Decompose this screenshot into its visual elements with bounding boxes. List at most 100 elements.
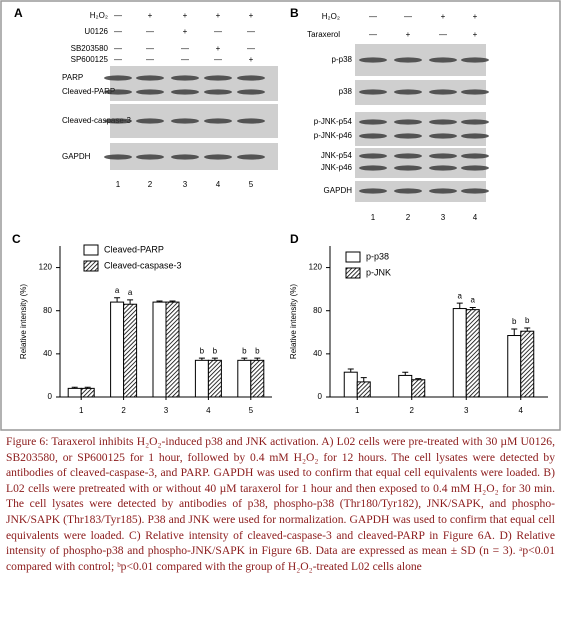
error-bar bbox=[402, 371, 409, 376]
y-tick-label: 120 bbox=[39, 263, 53, 272]
band bbox=[461, 153, 489, 159]
band bbox=[171, 75, 199, 81]
blot-image bbox=[110, 66, 278, 101]
treatment-mark: + bbox=[183, 11, 188, 20]
y-tick-label: 120 bbox=[309, 263, 323, 272]
bar bbox=[237, 359, 252, 398]
band bbox=[104, 118, 132, 124]
treatment-mark: — bbox=[114, 27, 122, 36]
band-label: p-p38 bbox=[332, 55, 353, 64]
legend-label: Cleaved-caspase-3 bbox=[104, 260, 182, 270]
treatment-label: H₂O₂ bbox=[90, 11, 108, 20]
bar bbox=[110, 301, 125, 398]
significance-label: a bbox=[458, 291, 463, 300]
band-label: Cleaved-caspase-3 bbox=[62, 116, 131, 125]
significance-label: b bbox=[242, 346, 247, 355]
blot-image bbox=[355, 148, 486, 178]
bar bbox=[80, 387, 95, 398]
bar bbox=[398, 374, 413, 398]
legend-swatch bbox=[345, 251, 361, 263]
error-bar bbox=[84, 386, 91, 389]
band bbox=[461, 133, 489, 139]
significance-label: b bbox=[525, 316, 530, 325]
band bbox=[394, 133, 422, 139]
x-tick-label: 1 bbox=[355, 406, 360, 415]
lane-label: 5 bbox=[249, 180, 254, 189]
treatment-mark: — bbox=[247, 44, 255, 53]
band bbox=[461, 89, 489, 95]
lane-label: 1 bbox=[371, 213, 376, 222]
lane-label: 4 bbox=[216, 180, 221, 189]
band bbox=[204, 154, 232, 160]
band-label: JNK-p46 bbox=[321, 163, 353, 172]
treatment-label: H₂O₂ bbox=[322, 12, 340, 21]
x-tick-label: 2 bbox=[410, 406, 415, 415]
lane-label: 2 bbox=[406, 213, 411, 222]
treatment-label: Taraxerol bbox=[307, 30, 340, 39]
band bbox=[461, 165, 489, 171]
band bbox=[429, 165, 457, 171]
error-bar bbox=[347, 368, 354, 373]
y-axis-label: Relative intensity (%) bbox=[19, 284, 28, 359]
treatment-mark: + bbox=[441, 12, 446, 21]
band bbox=[461, 119, 489, 125]
bar bbox=[207, 359, 222, 398]
band bbox=[461, 57, 489, 63]
x-tick-label: 3 bbox=[464, 406, 469, 415]
treatment-mark: — bbox=[114, 55, 122, 64]
band bbox=[359, 57, 387, 63]
error-bar bbox=[114, 297, 121, 303]
figure: A H₂O₂ — + + + + U0126 — — + — — SB203580 — — — + — SP60012… bbox=[0, 0, 561, 431]
band-label: p38 bbox=[339, 87, 353, 96]
band bbox=[171, 89, 199, 95]
x-tick-label: 4 bbox=[206, 406, 211, 415]
bar bbox=[452, 308, 467, 398]
error-bar bbox=[169, 300, 176, 303]
treatment-label: SP600125 bbox=[71, 55, 109, 64]
y-tick-label: 40 bbox=[43, 349, 52, 358]
treatment-mark: + bbox=[249, 11, 254, 20]
band-label: JNK-p54 bbox=[321, 151, 353, 160]
y-tick-label: 80 bbox=[313, 306, 322, 315]
band bbox=[359, 153, 387, 159]
legend-label: Cleaved-PARP bbox=[104, 244, 164, 254]
band bbox=[394, 153, 422, 159]
band bbox=[359, 133, 387, 139]
band bbox=[461, 188, 489, 194]
band bbox=[237, 154, 265, 160]
treatment-mark: — bbox=[369, 12, 377, 21]
bar bbox=[165, 301, 180, 398]
y-tick-label: 40 bbox=[313, 349, 322, 358]
error-bar bbox=[127, 299, 134, 305]
x-tick-label: 2 bbox=[121, 406, 126, 415]
error-bar bbox=[156, 300, 163, 303]
band bbox=[359, 188, 387, 194]
error-bar bbox=[254, 357, 261, 361]
bar bbox=[343, 371, 358, 398]
band bbox=[136, 89, 164, 95]
treatment-mark: + bbox=[473, 12, 478, 21]
x-tick-label: 3 bbox=[164, 406, 169, 415]
error-bar bbox=[456, 302, 463, 309]
band bbox=[429, 133, 457, 139]
bar bbox=[507, 335, 522, 398]
legend-swatch bbox=[83, 244, 99, 256]
treatment-mark: — bbox=[114, 44, 122, 53]
treatment-label: SB203580 bbox=[71, 44, 109, 53]
legend-swatch bbox=[83, 260, 99, 272]
legend-label: p-p38 bbox=[366, 251, 389, 261]
lane-label: 1 bbox=[116, 180, 121, 189]
lane-label: 2 bbox=[148, 180, 153, 189]
band bbox=[359, 165, 387, 171]
band bbox=[171, 118, 199, 124]
band bbox=[394, 119, 422, 125]
band bbox=[136, 75, 164, 81]
band bbox=[136, 154, 164, 160]
band bbox=[429, 153, 457, 159]
band bbox=[394, 89, 422, 95]
band bbox=[204, 75, 232, 81]
bar bbox=[67, 387, 82, 398]
significance-label: b bbox=[512, 317, 517, 326]
error-bar bbox=[198, 357, 205, 361]
